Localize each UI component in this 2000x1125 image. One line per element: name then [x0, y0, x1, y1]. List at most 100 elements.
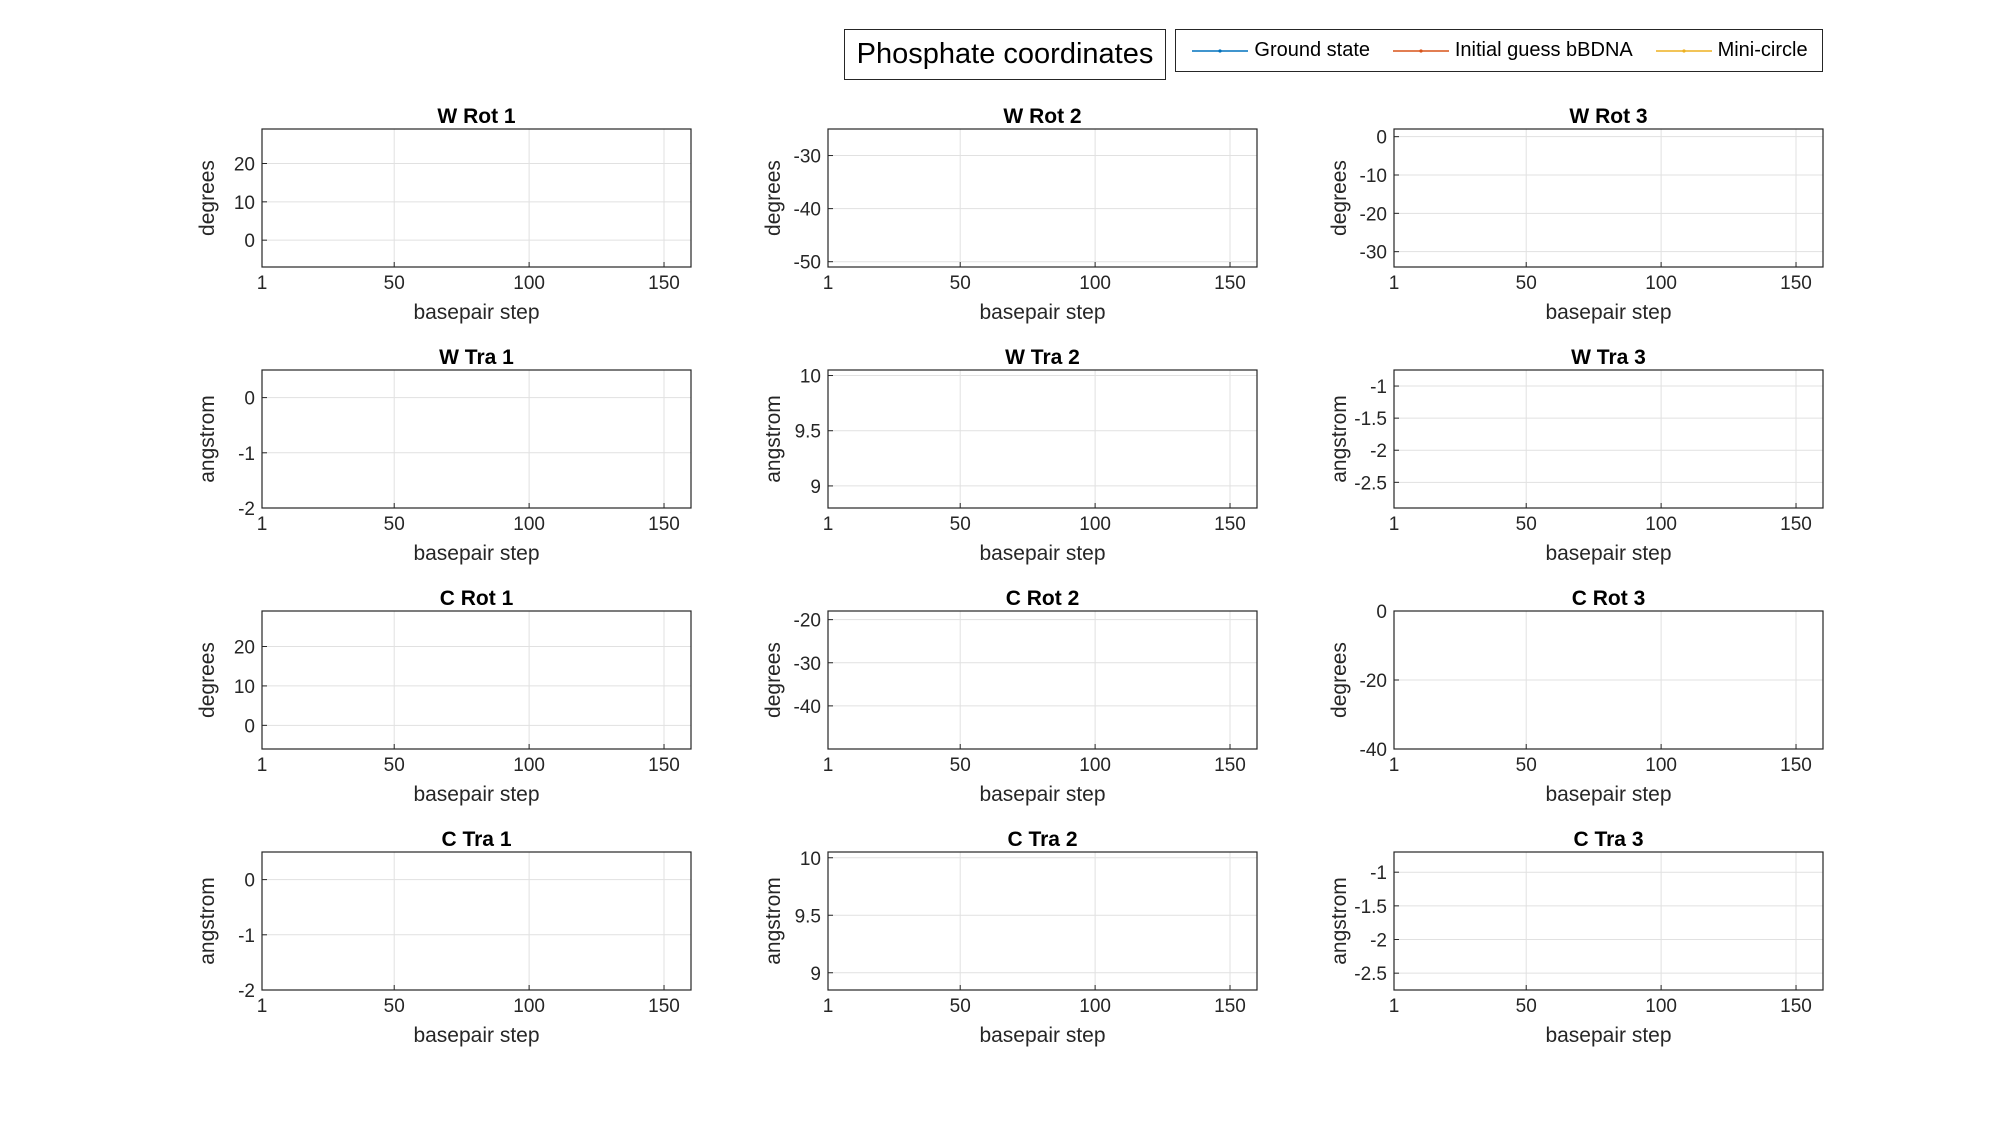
- x-axis-label: basepair step: [979, 783, 1105, 806]
- x-tick-label: 1: [1389, 996, 1400, 1017]
- y-tick-label: -1: [238, 926, 255, 947]
- x-axis-label: basepair step: [1545, 301, 1671, 324]
- y-tick-label: 0: [244, 389, 255, 410]
- x-tick-label: 100: [1645, 996, 1677, 1017]
- y-tick-label: 9.5: [795, 906, 821, 927]
- x-axis-label: basepair step: [413, 542, 539, 565]
- legend-item-ground-state: Ground state: [1190, 39, 1370, 62]
- x-tick-label: 150: [1214, 996, 1246, 1017]
- y-tick-label: -2: [238, 499, 255, 520]
- x-tick-label: 1: [257, 273, 268, 294]
- legend-label-ground-state: Ground state: [1254, 39, 1371, 61]
- legend-swatch-ground-state: [1192, 48, 1249, 53]
- x-tick-label: 100: [1079, 996, 1111, 1017]
- y-tick-label: 10: [800, 849, 821, 870]
- x-tick-label: 1: [823, 273, 834, 294]
- legend: Ground state Initial guess bBDNA Mini-ci…: [1175, 29, 1823, 72]
- x-tick-label: 1: [1389, 273, 1400, 294]
- y-axis-label: degrees: [1328, 160, 1351, 236]
- plot-area: [262, 129, 691, 267]
- plot-area: [1394, 852, 1823, 990]
- axes-box: [261, 851, 692, 991]
- x-tick-label: 50: [1516, 273, 1537, 294]
- legend-swatch-initial-guess: [1392, 48, 1449, 53]
- x-axis-label: basepair step: [413, 783, 539, 806]
- subplot-title: W Tra 2: [1005, 346, 1080, 369]
- x-tick-label: 150: [1214, 273, 1246, 294]
- plot-area: [262, 370, 691, 508]
- y-tick-label: 20: [234, 637, 255, 658]
- subplot-title: C Rot 2: [1006, 587, 1080, 610]
- subplot-title: C Rot 1: [440, 587, 514, 610]
- y-tick-label: 0: [1376, 128, 1387, 149]
- x-tick-label: 1: [1389, 755, 1400, 776]
- y-tick-label: -50: [794, 253, 821, 274]
- y-tick-label: -20: [794, 611, 821, 632]
- y-tick-label: -1: [1370, 863, 1387, 884]
- y-tick-label: -2: [1370, 441, 1387, 462]
- axes-box: [261, 128, 692, 268]
- y-tick-label: -40: [794, 200, 821, 221]
- y-tick-label: -2.5: [1354, 473, 1387, 494]
- y-tick-label: -1: [238, 444, 255, 465]
- legend-label-initial-guess: Initial guess bBDNA: [1454, 39, 1633, 61]
- axes-box: [827, 610, 1258, 750]
- x-tick-label: 1: [823, 514, 834, 535]
- plot-area: [828, 852, 1257, 990]
- x-tick-label: 150: [1780, 755, 1812, 776]
- y-axis-label: angstrom: [1328, 395, 1351, 483]
- x-tick-label: 50: [950, 514, 971, 535]
- legend-item-mini-circle: Mini-circle: [1654, 39, 1808, 62]
- x-tick-label: 50: [1516, 514, 1537, 535]
- axes-box: [1393, 851, 1824, 991]
- x-axis-label: basepair step: [979, 542, 1105, 565]
- x-tick-label: 150: [1780, 514, 1812, 535]
- y-axis-label: angstrom: [196, 395, 219, 483]
- x-tick-label: 150: [648, 273, 680, 294]
- x-tick-label: 100: [513, 755, 545, 776]
- subplot-title: C Tra 1: [441, 828, 511, 851]
- y-tick-label: -20: [1360, 671, 1387, 692]
- x-tick-label: 150: [648, 755, 680, 776]
- x-tick-label: 50: [1516, 755, 1537, 776]
- figure-title: Phosphate coordinates: [844, 29, 1166, 80]
- x-tick-label: 100: [1079, 755, 1111, 776]
- subplot-title: W Rot 1: [437, 105, 515, 128]
- x-axis-label: basepair step: [413, 301, 539, 324]
- x-tick-label: 150: [1780, 273, 1812, 294]
- y-tick-label: 9: [810, 477, 821, 498]
- y-axis-label: angstrom: [1328, 877, 1351, 965]
- y-tick-label: -1.5: [1354, 409, 1387, 430]
- y-tick-label: -2: [238, 981, 255, 1002]
- y-axis-label: angstrom: [762, 395, 785, 483]
- y-tick-label: 9: [810, 964, 821, 985]
- y-axis-label: degrees: [762, 160, 785, 236]
- y-tick-label: 10: [800, 367, 821, 388]
- legend-label-mini-circle: Mini-circle: [1717, 39, 1808, 61]
- x-tick-label: 50: [950, 996, 971, 1017]
- legend-item-initial-guess: Initial guess bBDNA: [1391, 39, 1633, 62]
- y-axis-label: angstrom: [762, 877, 785, 965]
- axes-box: [1393, 369, 1824, 509]
- x-tick-label: 50: [950, 273, 971, 294]
- x-axis-label: basepair step: [1545, 1024, 1671, 1047]
- x-tick-label: 1: [823, 755, 834, 776]
- subplot-title: C Rot 3: [1572, 587, 1646, 610]
- y-tick-label: -20: [1360, 204, 1387, 225]
- figure-title-text: Phosphate coordinates: [856, 38, 1154, 70]
- x-tick-label: 50: [384, 273, 405, 294]
- x-tick-label: 50: [384, 755, 405, 776]
- y-tick-label: 9.5: [795, 422, 821, 443]
- x-tick-label: 150: [1214, 514, 1246, 535]
- x-tick-label: 1: [823, 996, 834, 1017]
- y-tick-label: -30: [1360, 243, 1387, 264]
- y-tick-label: 10: [234, 193, 255, 214]
- subplot-title: W Rot 3: [1569, 105, 1647, 128]
- y-tick-label: -30: [794, 654, 821, 675]
- x-axis-label: basepair step: [979, 1024, 1105, 1047]
